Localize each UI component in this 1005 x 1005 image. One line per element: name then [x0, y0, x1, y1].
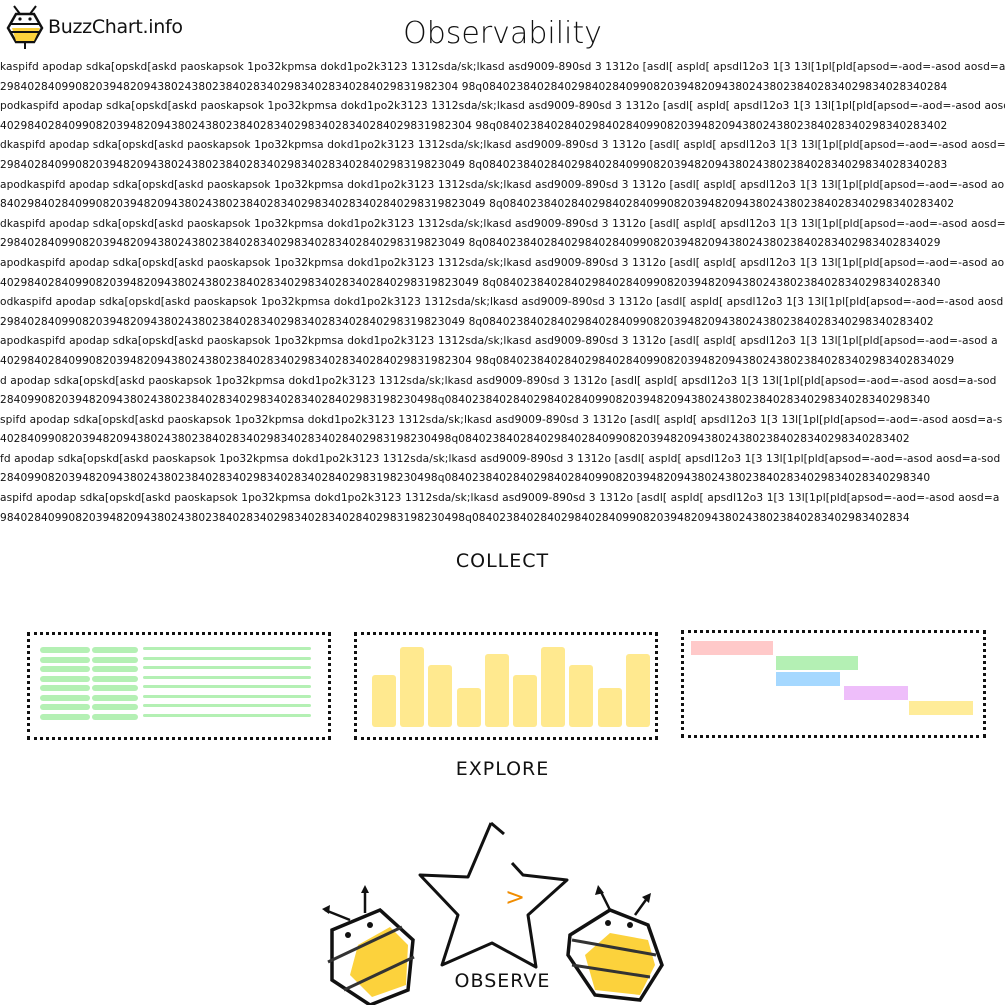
filler-text-line: podkaspifd apodap sdka[opskd[askd paoska… — [0, 100, 1005, 113]
filler-text-block: kaspifd apodap sdka[opskd[askd paoskapso… — [0, 58, 1005, 528]
table-cell-mark — [40, 666, 90, 672]
filler-text-line: aspifd apodap sdka[opskd[askd paoskapsok… — [0, 492, 1000, 505]
star-icon — [418, 821, 569, 969]
star-chevron-icon: > — [505, 883, 525, 911]
table-cell-mark — [143, 666, 311, 669]
filler-text-line: apodkaspifd apodap sdka[opskd[askd paosk… — [0, 335, 998, 348]
filler-text-line: 2984028409908203948209438024380238402834… — [0, 237, 941, 250]
table-cell-mark — [92, 666, 138, 672]
table-cell-mark — [40, 704, 90, 710]
bar-chart-thumbnail[interactable] — [354, 632, 658, 740]
table-cell-mark — [143, 647, 311, 650]
table-cell-mark — [92, 685, 138, 691]
filler-text-line: dkaspifd apodap sdka[opskd[askd paoskaps… — [0, 139, 1005, 152]
table-cell-mark — [143, 713, 311, 717]
filler-text-line: kaspifd apodap sdka[opskd[askd paoskapso… — [0, 61, 1005, 73]
filler-text-line: 2984028409908203948209438024380238402834… — [0, 315, 934, 328]
table-cell-mark — [40, 647, 90, 653]
table-cell-mark — [92, 704, 138, 710]
table-thumbnail[interactable] — [27, 632, 331, 740]
section-observe: OBSERVE — [454, 970, 551, 992]
filler-text-line: dkaspifd apodap sdka[opskd[askd paoskaps… — [0, 217, 1005, 230]
filler-text-line: 4029840284099082039482094380243802384028… — [0, 354, 955, 367]
filler-text-line: 9840284099082039482094380243802384028340… — [0, 511, 910, 524]
bee-logo-icon — [6, 5, 44, 49]
filler-text-line: 4029840284099082039482094380243802384028… — [0, 276, 941, 289]
table-cell-mark — [40, 656, 90, 663]
filler-text-line: odkaspifd apodap sdka[opskd[askd paoskap… — [0, 296, 1004, 309]
page-title: Observability — [403, 16, 602, 51]
section-explore: EXPLORE — [455, 758, 550, 780]
filler-text-line: spifd apodap sdka[opskd[askd paoskapsok … — [0, 413, 1003, 426]
table-cell-mark — [143, 675, 311, 679]
bar-mark — [484, 654, 509, 727]
table-cell-mark — [40, 675, 90, 682]
bar-mark — [513, 675, 537, 727]
section-collect: COLLECT — [455, 550, 550, 572]
table-cell-mark — [40, 694, 90, 701]
filler-text-line: 8402984028409908203948209438024380238402… — [0, 198, 955, 211]
bar-mark — [597, 687, 622, 727]
table-cell-mark — [143, 656, 311, 660]
bar-mark — [569, 664, 594, 727]
table-cell-mark — [92, 656, 138, 663]
table-cell-mark — [92, 647, 138, 653]
gantt-task-mark — [776, 672, 840, 686]
gantt-task-mark — [909, 701, 973, 715]
bar-mark — [428, 664, 453, 727]
bee-right-icon — [566, 885, 664, 1002]
filler-text-line: 2840990820394820943802438023840283402983… — [0, 394, 931, 407]
logo-text: BuzzChart.info — [48, 16, 183, 38]
gantt-task-mark — [776, 656, 858, 670]
observe-illustration: > — [322, 821, 664, 1005]
table-cell-mark — [40, 685, 90, 691]
bar-mark — [541, 647, 566, 727]
filler-text-line: 4029840284099082039482094380243802384028… — [0, 119, 948, 132]
table-cell-mark — [92, 694, 138, 701]
filler-text-line: 4028409908203948209438024380238402834029… — [0, 433, 910, 446]
filler-text-line: apodkaspifd apodap sdka[opskd[askd paosk… — [0, 178, 1005, 191]
filler-text-line: 2984028409908203948209438024380238402834… — [0, 158, 948, 171]
gantt-thumbnail[interactable] — [681, 630, 986, 738]
filler-text-line: 2984028409908203948209438024380238402834… — [0, 80, 948, 93]
bee-left-icon — [322, 885, 415, 1005]
filler-text-line: 2840990820394820943802438023840283402983… — [0, 472, 931, 485]
bar-mark — [372, 675, 396, 727]
bar-mark — [400, 647, 425, 727]
bar-mark — [625, 654, 650, 727]
table-cell-mark — [143, 694, 311, 698]
filler-text-line: apodkaspifd apodap sdka[opskd[askd paosk… — [0, 256, 1005, 269]
logo[interactable]: BuzzChart.info — [6, 4, 183, 50]
bar-mark — [456, 687, 481, 727]
gantt-task-mark — [691, 641, 773, 655]
table-cell-mark — [143, 704, 311, 707]
filler-text-line: fd apodap sdka[opskd[askd paoskapsok 1po… — [0, 452, 1001, 465]
table-cell-mark — [92, 713, 138, 720]
gantt-task-mark — [844, 686, 908, 700]
table-cell-mark — [92, 675, 138, 682]
filler-text-line: d apodap sdka[opskd[askd paoskapsok 1po3… — [0, 374, 997, 387]
table-cell-mark — [40, 713, 90, 720]
table-cell-mark — [143, 685, 311, 688]
